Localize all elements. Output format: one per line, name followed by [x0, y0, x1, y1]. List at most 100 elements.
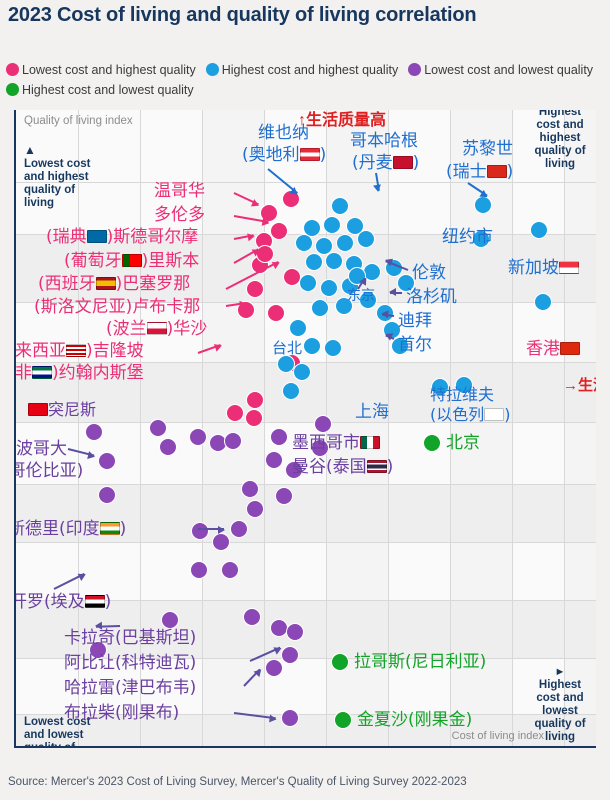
data-point[interactable]	[245, 409, 263, 427]
data-point[interactable]	[267, 304, 285, 322]
data-point[interactable]	[335, 297, 353, 315]
data-point[interactable]	[303, 219, 321, 237]
data-point[interactable]	[285, 461, 303, 479]
data-point[interactable]	[311, 299, 329, 317]
label-barcelona: (西班牙)巴塞罗那	[38, 274, 191, 294]
label-london: 伦敦	[412, 263, 446, 283]
flag-hk-icon	[560, 342, 580, 355]
data-point[interactable]	[270, 222, 288, 240]
data-point[interactable]	[246, 500, 264, 518]
label-mexico-city: 墨西哥市	[292, 433, 380, 453]
data-point[interactable]	[277, 355, 295, 373]
data-point[interactable]	[246, 280, 264, 298]
data-point[interactable]	[191, 522, 209, 540]
horizontal-gridline	[16, 542, 596, 543]
data-point[interactable]	[323, 216, 341, 234]
data-point[interactable]	[293, 363, 311, 381]
plot-band-vertical	[450, 110, 512, 746]
label-lagos: 拉哥斯(尼日利亚)	[354, 652, 487, 672]
legend-dot-purple	[408, 63, 422, 76]
data-point[interactable]	[190, 561, 208, 579]
data-point[interactable]	[320, 279, 338, 297]
data-point[interactable]	[286, 623, 304, 641]
legend: Lowest cost and highest quality Highest c…	[6, 60, 606, 100]
data-point[interactable]	[336, 234, 354, 252]
label-harare: 哈拉雷(津巴布韦)	[64, 678, 197, 698]
data-point[interactable]	[161, 611, 179, 629]
flag-dk-icon	[392, 156, 413, 169]
legend-item-green: Highest cost and lowest quality	[6, 80, 194, 100]
label-copenhagen-country: (丹麦)	[352, 153, 420, 173]
data-point[interactable]	[359, 291, 377, 309]
data-point[interactable]	[275, 487, 293, 505]
data-point[interactable]	[331, 653, 349, 671]
data-point[interactable]	[270, 619, 288, 637]
vertical-gridline	[140, 110, 141, 746]
data-point[interactable]	[159, 438, 177, 456]
data-point[interactable]	[243, 608, 261, 626]
legend-label-purple: Lowest cost and lowest quality	[424, 63, 594, 77]
y-axis-label: Quality of living index	[24, 115, 133, 127]
data-point[interactable]	[85, 423, 103, 441]
data-point[interactable]	[530, 221, 548, 239]
data-point[interactable]	[423, 434, 441, 452]
right-triangle-icon: ►	[554, 666, 566, 678]
data-point[interactable]	[189, 428, 207, 446]
data-point[interactable]	[282, 382, 300, 400]
data-point[interactable]	[534, 293, 552, 311]
up-triangle-icon: ▲	[24, 143, 36, 157]
data-point[interactable]	[299, 274, 317, 292]
legend-item-blue: Highest cost and highest quality	[205, 60, 398, 80]
data-point[interactable]	[334, 711, 352, 729]
data-point[interactable]	[314, 415, 332, 433]
label-vancouver: 温哥华	[154, 181, 205, 201]
data-point[interactable]	[230, 520, 248, 538]
data-point[interactable]	[265, 451, 283, 469]
data-point[interactable]	[455, 376, 473, 394]
data-point[interactable]	[265, 659, 283, 677]
data-point[interactable]	[325, 252, 343, 270]
data-point[interactable]	[324, 339, 342, 357]
data-point[interactable]	[281, 709, 299, 727]
data-point[interactable]	[241, 480, 259, 498]
data-point[interactable]	[98, 452, 116, 470]
legend-dot-pink	[6, 63, 19, 76]
data-point[interactable]	[98, 486, 116, 504]
flag-in-icon	[99, 522, 120, 535]
label-new-delhi: 新德里(印度)	[14, 519, 127, 539]
vertical-gridline	[512, 110, 513, 746]
data-point[interactable]	[295, 234, 313, 252]
label-toronto: 多伦多	[154, 205, 205, 225]
data-point[interactable]	[303, 337, 321, 355]
data-point[interactable]	[431, 378, 449, 396]
label-brazzaville: 布拉柴(刚果布)	[64, 703, 180, 723]
vertical-gridline	[564, 110, 565, 746]
x-axis-label: Cost of living index	[451, 730, 544, 742]
data-point[interactable]	[270, 428, 288, 446]
data-point[interactable]	[331, 197, 349, 215]
data-point[interactable]	[357, 230, 375, 248]
annotation-cost-high: →生活成本高	[563, 378, 596, 394]
corner-bottom-left: Lowest cost and lowest quality of living	[24, 716, 94, 746]
data-point[interactable]	[149, 419, 167, 437]
data-point[interactable]	[289, 319, 307, 337]
data-point[interactable]	[212, 533, 230, 551]
data-point[interactable]	[391, 337, 409, 355]
data-point[interactable]	[89, 641, 107, 659]
data-point[interactable]	[224, 432, 242, 450]
arrow-new-delhi	[198, 526, 225, 534]
label-hongkong: 香港	[526, 339, 580, 359]
data-point[interactable]	[246, 391, 264, 409]
label-seoul: 首尔	[398, 335, 432, 355]
data-point[interactable]	[305, 253, 323, 271]
data-point[interactable]	[472, 230, 490, 248]
data-point[interactable]	[221, 561, 239, 579]
data-point[interactable]	[397, 274, 415, 292]
data-point[interactable]	[226, 404, 244, 422]
data-point[interactable]	[315, 237, 333, 255]
data-point[interactable]	[346, 217, 364, 235]
horizontal-gridline	[16, 302, 596, 303]
flag-eg-icon	[84, 595, 105, 608]
data-point[interactable]	[311, 439, 329, 457]
data-point[interactable]	[281, 646, 299, 664]
